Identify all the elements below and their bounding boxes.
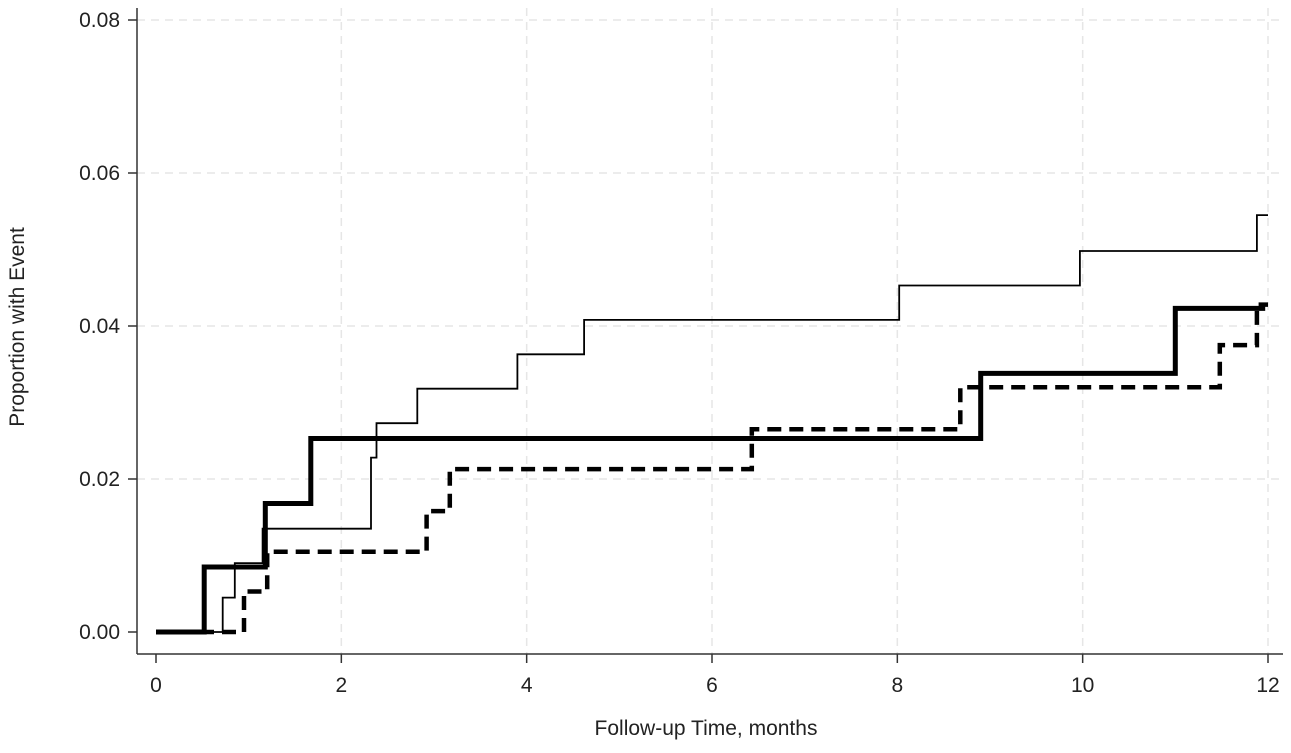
series-line-solid-thick [156, 305, 1266, 635]
x-tick-label: 2 [335, 674, 347, 697]
y-tick-label: 0.06 [79, 162, 120, 185]
x-tick-label: 6 [706, 674, 718, 697]
axes: 0 2 4 6 8 10 12 0.00 0.02 0.04 0.06 0.08 [79, 8, 1283, 697]
series-line-dashed-thick [156, 302, 1268, 635]
x-tick-label: 10 [1071, 674, 1094, 697]
y-tick-label: 0.00 [79, 621, 120, 644]
data-series [156, 214, 1268, 635]
y-tick-label: 0.08 [79, 9, 120, 32]
series-line-solid-thin [156, 214, 1268, 633]
y-tick-label: 0.04 [79, 315, 120, 338]
x-tick-label: 0 [150, 674, 162, 697]
y-axis-title: Proportion with Event [6, 227, 29, 427]
x-axis-title: Follow-up Time, months [595, 717, 818, 740]
x-tick-label: 8 [891, 674, 903, 697]
y-tick-label: 0.02 [79, 468, 120, 491]
grid-lines [137, 8, 1283, 654]
x-tick-label: 12 [1256, 674, 1279, 697]
x-tick-label: 4 [521, 674, 533, 697]
